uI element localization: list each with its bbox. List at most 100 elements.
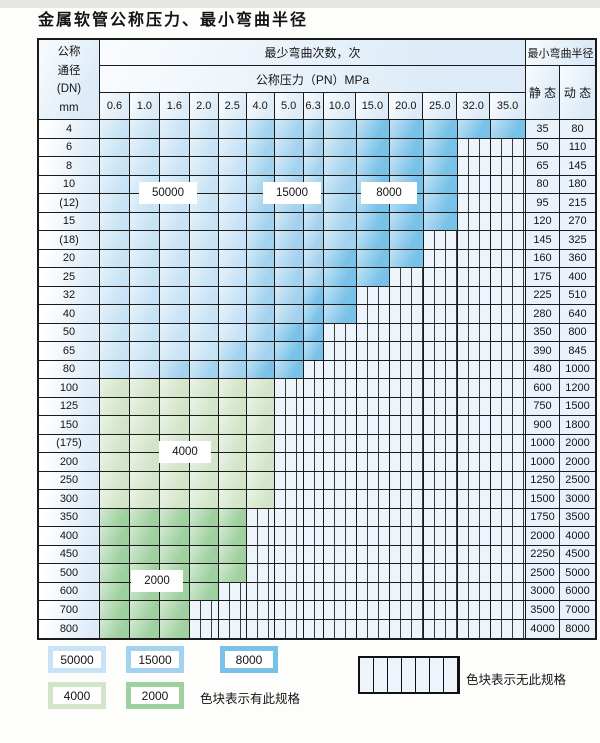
cycles-cell-50000: [160, 212, 190, 230]
static-radius-cell: 900: [526, 416, 560, 434]
cycles-cell-2000: [130, 527, 160, 545]
no-spec-cell: [275, 490, 304, 508]
cycles-cell-4000: [100, 490, 130, 508]
cycles-cell-50000: [219, 305, 247, 323]
no-spec-cell: [424, 527, 458, 545]
cycles-cell-4000: [160, 471, 190, 489]
cycles-cell-15000: [247, 231, 275, 249]
cycles-cell-8000: [247, 360, 275, 378]
cycles-cell-15000: [247, 120, 275, 138]
no-spec-cell: [304, 397, 324, 415]
no-spec-cell: [324, 490, 357, 508]
cycles-cell-15000: [304, 249, 324, 267]
no-spec-cell: [390, 416, 424, 434]
no-spec-cell: [357, 601, 390, 619]
cycles-cell-2000: [100, 564, 130, 582]
no-spec-cell: [390, 379, 424, 397]
cycles-cell-4000: [219, 471, 247, 489]
cycles-cell-15000: [160, 360, 190, 378]
dynamic-radius-cell: 510: [560, 286, 595, 304]
no-spec-cell: [390, 490, 424, 508]
dynamic-radius-cell: 180: [560, 175, 595, 193]
cycles-cell-4000: [160, 416, 190, 434]
pressure-column-header: 6.3: [303, 93, 324, 119]
no-spec-cell: [491, 582, 526, 600]
cycles-cell-15000: [247, 305, 275, 323]
no-spec-cell: [390, 342, 424, 360]
radius-header-section: 最小弯曲半径 静 态 动 态: [526, 40, 595, 119]
cycles-cell-8000: [424, 194, 458, 212]
static-radius-cell: 600: [526, 379, 560, 397]
no-spec-cell: [304, 508, 324, 526]
cycles-cell-4000: [219, 416, 247, 434]
no-spec-cell: [491, 397, 526, 415]
cycles-cell-8000: [304, 305, 324, 323]
cycles-cell-8000: [357, 120, 390, 138]
cycles-cell-15000: [190, 360, 219, 378]
table-row-dn-450: 450 2250 4500: [39, 545, 595, 564]
no-spec-cell: [390, 582, 424, 600]
cycles-header-section: 最少弯曲次数，次 公称压力（PN）MPa 0.6 1.0 1.6 2.0 2.5 4.0 5…: [100, 40, 526, 119]
cycles-cell-50000: [190, 157, 219, 175]
no-spec-cell: [390, 360, 424, 378]
cycles-cell-8000: [390, 212, 424, 230]
cycles-cell-8000: [491, 120, 526, 138]
no-spec-cell: [424, 453, 458, 471]
no-spec-cell: [458, 397, 491, 415]
static-radius-cell: 175: [526, 268, 560, 286]
no-spec-cell: [390, 619, 424, 638]
table-row-dn-350: 350 1750 3500: [39, 508, 595, 527]
cycles-cell-4000: [100, 379, 130, 397]
table-row-dn-175: (175) 1000 2000: [39, 434, 595, 453]
dn-cell: 6: [39, 138, 100, 156]
cycles-cell-50000: [219, 157, 247, 175]
no-spec-cell: [357, 305, 390, 323]
no-spec-cell: [424, 471, 458, 489]
cycles-cell-50000: [130, 323, 160, 341]
cycles-cell-4000: [160, 379, 190, 397]
no-spec-cell: [247, 601, 275, 619]
no-spec-cell: [390, 397, 424, 415]
static-radius-cell: 1750: [526, 508, 560, 526]
table-row-dn-200: 200 1000 2000: [39, 453, 595, 472]
cycles-cell-15000: [247, 138, 275, 156]
no-spec-cell: [219, 619, 247, 638]
cycles-cell-50000: [190, 268, 219, 286]
static-radius-cell: 2000: [526, 527, 560, 545]
no-spec-cell: [275, 601, 304, 619]
cycles-cell-50000: [190, 212, 219, 230]
no-spec-cell: [304, 601, 324, 619]
no-spec-cell: [275, 564, 304, 582]
dynamic-radius-cell: 270: [560, 212, 595, 230]
dynamic-radius-cell: 325: [560, 231, 595, 249]
cycles-cell-50000: [130, 268, 160, 286]
dn-cell: 500: [39, 564, 100, 582]
cycles-cell-4000: [130, 490, 160, 508]
dynamic-radius-cell: 110: [560, 138, 595, 156]
top-strip: [0, 0, 600, 8]
no-spec-cell: [304, 527, 324, 545]
no-spec-cell: [247, 508, 275, 526]
cycles-cell-50000: [160, 286, 190, 304]
cycles-cell-15000: [324, 212, 357, 230]
dynamic-radius-cell: 6000: [560, 582, 595, 600]
no-spec-cell: [324, 397, 357, 415]
no-spec-cell: [324, 342, 357, 360]
cycles-cell-2000: [160, 545, 190, 563]
cycles-cell-4000: [190, 397, 219, 415]
no-spec-cell: [390, 601, 424, 619]
pressure-column-header: 35.0: [490, 93, 526, 119]
table-row-dn-400: 400 2000 4000: [39, 527, 595, 546]
dn-cell: 50: [39, 323, 100, 341]
cycles-cell-4000: [190, 379, 219, 397]
dn-cell: 10: [39, 175, 100, 193]
no-spec-cell: [357, 582, 390, 600]
dn-cell: 15: [39, 212, 100, 230]
no-spec-cell: [357, 619, 390, 638]
cycles-cell-2000: [190, 508, 219, 526]
no-spec-cell: [390, 527, 424, 545]
dn-cell: 450: [39, 545, 100, 563]
dynamic-radius-cell: 4000: [560, 527, 595, 545]
pressure-column-header: 0.6: [100, 93, 130, 119]
